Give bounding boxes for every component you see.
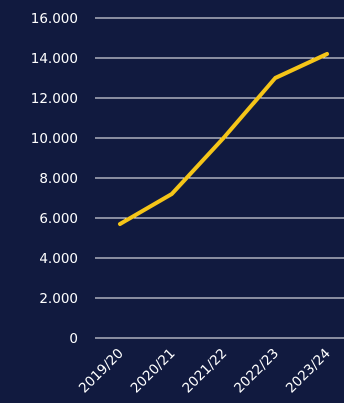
x-tick-label: 2019/20	[76, 346, 127, 397]
y-tick-label: 0	[69, 331, 78, 347]
x-tick-label: 2021/22	[179, 346, 230, 397]
y-tick-label: 2.000	[39, 291, 78, 307]
y-tick-label: 10.000	[31, 131, 78, 147]
gridlines	[95, 17, 344, 339]
x-tick-label: 2023/24	[283, 346, 334, 397]
x-axis-tick-labels: 2019/20 2020/21 2021/22 2022/23 2023/24	[76, 346, 334, 397]
x-tick-label: 2022/23	[231, 346, 282, 397]
x-tick-label: 2020/21	[128, 346, 179, 397]
y-tick-label: 12.000	[31, 91, 78, 107]
series-line	[118, 52, 329, 226]
y-tick-label: 16.000	[31, 11, 78, 27]
y-tick-label: 14.000	[31, 51, 78, 67]
y-tick-label: 6.000	[39, 211, 78, 227]
series-layer	[118, 52, 329, 226]
y-tick-label: 4.000	[39, 251, 78, 267]
y-tick-label: 8.000	[39, 171, 78, 187]
y-axis-tick-labels: 0 2.000 4.000 6.000 8.000 10.000 12.000 14.000 1…	[31, 11, 78, 347]
